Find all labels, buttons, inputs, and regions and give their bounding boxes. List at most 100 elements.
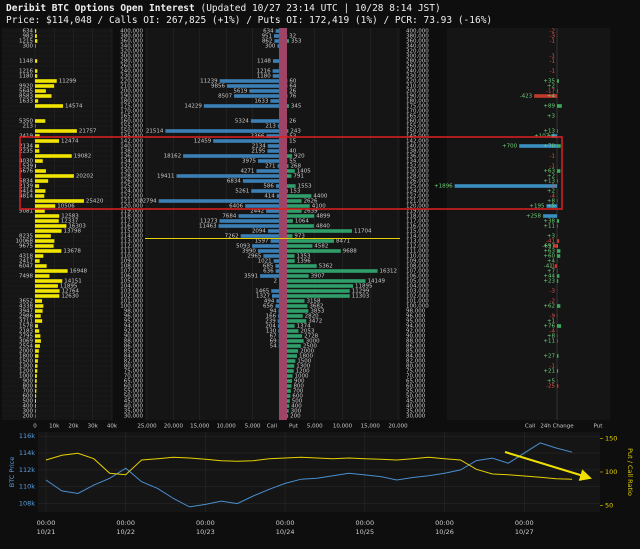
bar — [35, 79, 57, 83]
bar — [35, 354, 39, 358]
bar — [35, 189, 46, 193]
change-label: +21 — [543, 369, 555, 375]
value-label: 1000 — [19, 374, 33, 380]
strike-label: 95,000 — [406, 319, 426, 325]
value-label: 10506 — [57, 204, 75, 210]
value-label: 2235 — [19, 149, 33, 155]
bar — [35, 134, 40, 138]
put-bar — [287, 264, 317, 268]
strike-label: 106,000 — [406, 274, 429, 280]
change-label: -17 — [546, 89, 555, 95]
change-label: +13 — [543, 179, 555, 185]
change-label: +2 — [547, 84, 555, 90]
strike-label: 180,000 — [120, 99, 143, 105]
call-bar — [271, 289, 279, 293]
call-bar — [238, 214, 279, 218]
call-bar — [267, 229, 279, 233]
put-bar — [287, 414, 289, 418]
bar — [35, 399, 36, 403]
strike-label: 132,000 — [406, 164, 429, 170]
x-tick-label: 10,000 — [217, 424, 237, 430]
strike-label: 210,000 — [406, 84, 429, 90]
call-bar — [250, 119, 279, 123]
bar — [35, 274, 50, 278]
call-bar — [256, 169, 279, 173]
put-bar — [287, 294, 350, 298]
strike-label: 84,000 — [406, 354, 426, 360]
strike-label: 190,000 — [406, 94, 429, 100]
call-bar — [219, 219, 279, 223]
change-bar — [557, 274, 560, 278]
bar — [35, 384, 37, 388]
right-panel — [447, 28, 610, 420]
value-label: 1327 — [256, 294, 270, 300]
strike-label: 142,000 — [406, 139, 429, 145]
value-label: 3947 — [19, 309, 33, 315]
strike-label: 86,000 — [406, 344, 426, 350]
value-label: 353 — [291, 39, 302, 45]
change-label: -1 — [550, 39, 555, 45]
bar — [35, 89, 46, 93]
value-label: 204 — [265, 324, 276, 330]
value-label: 2053 — [300, 329, 314, 335]
strike-label: 175,000 — [120, 104, 143, 110]
strike-label: 95,000 — [124, 319, 144, 325]
bar — [35, 394, 37, 398]
change-bar — [557, 369, 559, 373]
bar — [35, 194, 45, 198]
value-label: 13678 — [63, 249, 81, 255]
value-label: 500 — [23, 399, 34, 405]
value-label: 94 — [270, 309, 277, 315]
value-label: 1633 — [19, 99, 33, 105]
value-label: 7684 — [222, 214, 236, 220]
x-tick-label: 20k — [68, 424, 79, 430]
change-label: -25 — [546, 384, 555, 390]
value-label: 10068 — [16, 239, 34, 245]
put-bar — [287, 169, 295, 173]
bar — [35, 209, 45, 213]
change-label: +63 — [543, 249, 555, 255]
value-label: 636 — [263, 269, 274, 275]
strike-label: 155,000 — [120, 124, 143, 130]
value-label: 3591 — [244, 274, 258, 280]
put-bar — [287, 319, 307, 323]
value-label: 6047 — [19, 264, 33, 270]
call-bar — [176, 174, 279, 178]
strike-label: 340,000 — [120, 44, 143, 50]
value-label: 2986 — [19, 314, 33, 320]
change-label: +2 — [547, 189, 555, 195]
strike-label: 117,000 — [406, 219, 429, 225]
strike-label: 114,000 — [406, 234, 429, 240]
value-label: 1180 — [19, 74, 33, 80]
strike-label: 90,000 — [124, 334, 144, 340]
put-bar — [287, 249, 341, 253]
value-label: 1800 — [299, 354, 313, 360]
call-bar — [203, 104, 279, 108]
value-label: 300 — [265, 44, 276, 50]
value-label: 1215 — [19, 39, 33, 45]
strike-label: 360,000 — [406, 39, 429, 45]
value-label: 500 — [292, 399, 303, 405]
value-label: 1553 — [298, 184, 312, 190]
bar — [35, 299, 43, 303]
value-label: 3975 — [242, 159, 256, 165]
bar — [35, 339, 41, 343]
strike-label: 92,000 — [124, 329, 144, 335]
value-label: 9920 — [19, 84, 33, 90]
change-label: +4 — [547, 259, 556, 265]
value-label: 2000 — [19, 349, 33, 355]
y-tick-label: 112k — [19, 466, 35, 474]
value-label: 268 — [290, 164, 301, 170]
put-bar — [287, 239, 335, 243]
value-label: 2820 — [305, 314, 319, 320]
call-bar — [272, 59, 279, 63]
strike-label: 240,000 — [120, 69, 143, 75]
strike-label: 380,000 — [120, 34, 143, 40]
strike-label: 165,000 — [120, 114, 143, 120]
change-bar — [557, 324, 562, 328]
x-tick-label: 5,000 — [307, 424, 323, 430]
value-label: 1148 — [19, 59, 33, 65]
value-label: 69 — [270, 339, 277, 345]
change-label: +8 — [547, 199, 556, 205]
